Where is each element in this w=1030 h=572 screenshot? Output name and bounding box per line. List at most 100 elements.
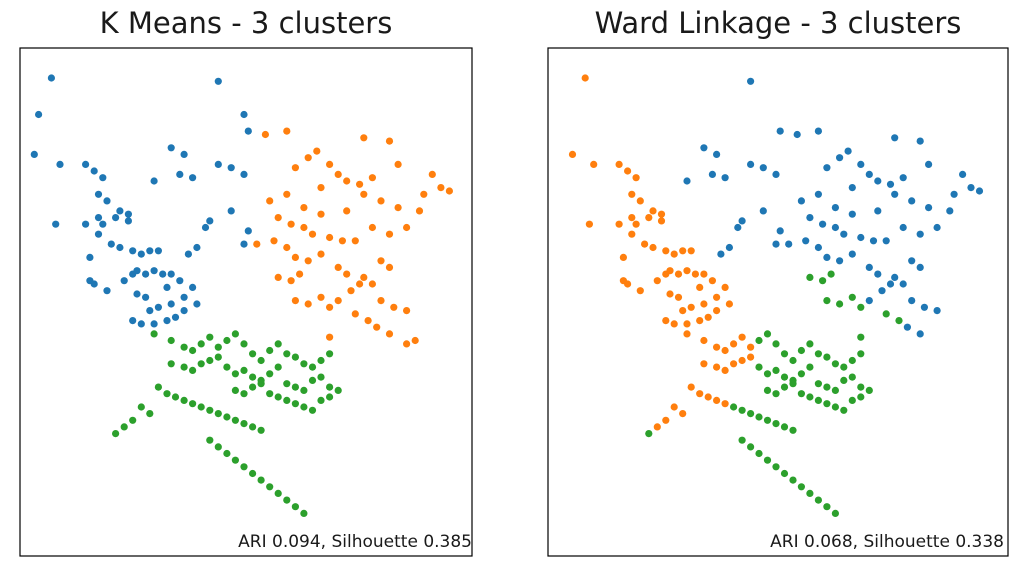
point-c1-s1-44	[819, 220, 827, 228]
point-c0-s0-30	[116, 243, 124, 252]
point-c1-s0-14	[657, 217, 666, 225]
point-c1-s1-50	[899, 223, 907, 232]
point-c1-s2-42	[823, 297, 831, 305]
point-c0-s0-7	[30, 150, 38, 158]
ward-title: Ward Linkage - 3 clusters	[594, 6, 962, 40]
kmeans-annotation: ARI 0.094, Silhouette 0.385	[238, 532, 472, 552]
point-c1-s2-27	[763, 386, 772, 394]
point-c1-s0-57	[700, 360, 708, 368]
point-c1-s0-70	[662, 416, 670, 424]
point-c0-s1-30	[326, 233, 334, 242]
point-c1-s2-1	[763, 330, 772, 338]
point-c1-s2-40	[819, 277, 827, 285]
point-c1-s2-43	[836, 300, 844, 308]
point-c0-s1-11	[356, 180, 364, 188]
point-c0-s2-74	[240, 463, 248, 471]
point-c0-s1-5	[394, 160, 402, 168]
point-c1-s0-11	[645, 214, 653, 222]
point-c0-s1-36	[415, 207, 424, 215]
point-c1-s2-16	[780, 373, 789, 381]
point-c1-s0-54	[730, 340, 738, 348]
point-c0-s0-26	[124, 217, 132, 225]
point-c0-s1-44	[343, 270, 351, 278]
point-c0-s1-65	[385, 330, 394, 338]
point-c0-s2-8	[231, 330, 239, 338]
point-c0-s0-10	[90, 167, 98, 175]
point-c1-s0-15	[585, 220, 594, 228]
point-c0-s1-67	[411, 336, 419, 345]
point-c0-s0-31	[86, 253, 94, 261]
point-c1-s0-43	[700, 300, 708, 308]
point-c1-s2-38	[857, 393, 865, 401]
point-c0-s2-2	[180, 343, 188, 351]
point-c0-s0-6	[180, 150, 188, 158]
point-c1-s1-2	[700, 144, 708, 152]
point-c0-s0-21	[94, 214, 103, 222]
point-c1-s1-14	[772, 240, 780, 248]
point-c0-s2-55	[180, 396, 188, 404]
point-c1-s2-41	[827, 270, 835, 278]
point-c1-s0-59	[721, 366, 729, 374]
point-c0-s0-49	[120, 277, 128, 285]
point-c0-s2-62	[240, 420, 248, 428]
point-c1-s1-69	[908, 297, 916, 305]
point-c1-s0-8	[615, 220, 623, 228]
point-c1-s2-60	[755, 449, 763, 458]
point-c0-s2-43	[257, 380, 265, 388]
point-c0-s2-29	[249, 373, 257, 381]
point-c0-s0-52	[189, 283, 197, 291]
point-c1-s1-4	[683, 177, 691, 185]
point-c0-s2-57	[197, 403, 205, 411]
point-c0-s2-52	[154, 383, 162, 391]
point-c1-s0-62	[747, 353, 755, 361]
point-c0-s2-22	[189, 366, 197, 374]
point-c0-s1-59	[304, 300, 312, 308]
point-c0-s1-9	[334, 170, 342, 178]
point-c0-s1-43	[334, 263, 342, 271]
point-c1-s2-49	[730, 403, 738, 411]
point-c0-s2-20	[167, 360, 175, 368]
point-c0-s0-51	[163, 283, 171, 291]
point-c0-s0-48	[167, 270, 175, 278]
point-c0-s1-51	[334, 297, 342, 305]
point-c1-s1-58	[836, 257, 844, 265]
point-c0-s2-10	[249, 350, 257, 358]
point-c1-s0-41	[679, 307, 687, 315]
point-c0-s2-7	[223, 336, 231, 345]
point-c1-s2-47	[895, 317, 903, 325]
point-c0-s0-36	[184, 250, 192, 258]
point-c0-s0-40	[227, 207, 235, 215]
point-c0-s2-23	[197, 360, 205, 368]
point-c1-s1-31	[797, 197, 806, 205]
point-c0-s2-21	[180, 363, 188, 371]
point-c0-s0-65	[163, 317, 171, 325]
point-c0-s1-68	[326, 333, 334, 341]
point-c1-s0-7	[636, 197, 644, 205]
point-c1-s1-71	[933, 307, 941, 315]
point-c0-s0-53	[180, 293, 188, 301]
point-c1-s2-44	[848, 293, 856, 301]
point-c0-s1-28	[300, 223, 308, 232]
point-c1-s0-53	[721, 346, 729, 355]
kmeans-title: K Means - 3 clusters	[99, 6, 393, 40]
point-c1-s2-35	[831, 403, 840, 411]
point-c1-s1-9	[772, 170, 780, 178]
point-c1-s0-18	[649, 243, 657, 252]
point-c1-s1-18	[814, 127, 823, 135]
point-c1-s2-10	[840, 363, 848, 371]
point-c1-s2-11	[848, 356, 856, 365]
point-c0-s0-56	[90, 280, 98, 288]
point-c1-s2-15	[772, 366, 780, 374]
point-c0-s1-13	[317, 184, 325, 192]
point-c0-s0-59	[142, 293, 150, 301]
point-c0-s2-6	[214, 343, 222, 351]
point-c1-s0-51	[700, 336, 708, 345]
point-c1-s0-2	[615, 160, 623, 168]
point-c0-s2-56	[189, 400, 197, 408]
point-c1-s1-65	[865, 297, 873, 305]
point-c0-s2-69	[112, 430, 120, 438]
point-c1-s2-34	[823, 400, 831, 408]
point-c1-s2-58	[738, 436, 746, 444]
point-c0-s0-41	[244, 227, 252, 235]
point-c1-s2-26	[865, 386, 873, 394]
